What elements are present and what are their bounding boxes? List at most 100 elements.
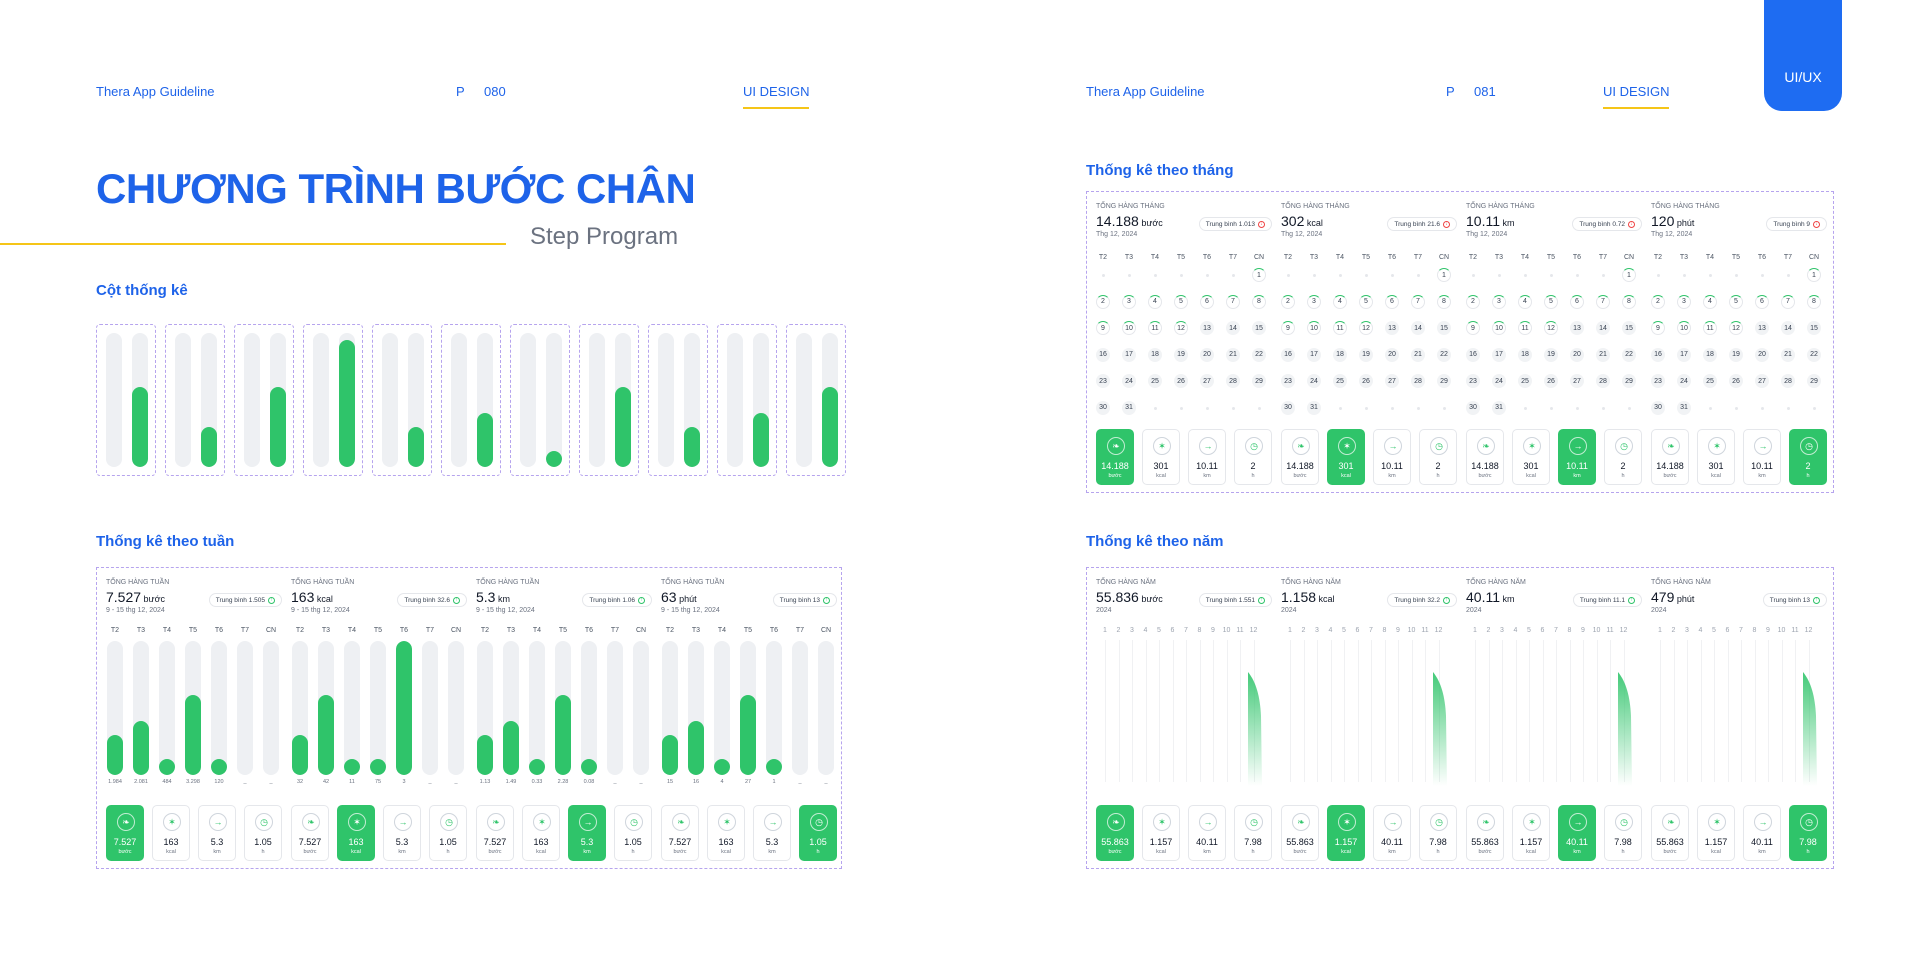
metric-card-kcal[interactable]: ✶ 301 kcal (1142, 429, 1180, 485)
calendar-day[interactable]: 15 (1437, 321, 1451, 335)
metric-card-km[interactable]: → 5.3 km (198, 805, 236, 861)
calendar-day[interactable]: 8 (1622, 294, 1636, 309)
calendar-day[interactable]: 1 (1622, 268, 1636, 282)
calendar-day[interactable]: 26 (1729, 374, 1743, 388)
metric-card-h[interactable]: ◷ 2 h (1234, 429, 1272, 485)
calendar-day[interactable]: 13 (1755, 321, 1769, 335)
average-pill[interactable]: Trung bình 9 ↓ (1766, 217, 1827, 231)
calendar-day[interactable]: 26 (1359, 374, 1373, 388)
calendar-day[interactable]: 28 (1781, 374, 1795, 388)
column-card[interactable] (165, 324, 225, 476)
calendar-day[interactable]: 31 (1677, 400, 1691, 415)
calendar-day[interactable]: 2 (1096, 294, 1110, 309)
average-pill[interactable]: Trung bình 13 ↑ (1762, 593, 1827, 607)
calendar-day[interactable]: 24 (1122, 374, 1136, 388)
calendar-day[interactable]: 29 (1622, 374, 1636, 388)
metric-card-km[interactable]: → 40.11 km (1743, 805, 1781, 861)
calendar-day[interactable]: 7 (1226, 294, 1240, 309)
metric-card-h[interactable]: ◷ 1.05 h (244, 805, 282, 861)
calendar-day[interactable]: 11 (1148, 321, 1162, 335)
calendar-day[interactable]: 15 (1807, 321, 1821, 335)
calendar-day[interactable]: 31 (1492, 400, 1506, 415)
calendar-day[interactable]: 21 (1411, 347, 1425, 362)
calendar-day[interactable]: 11 (1518, 321, 1532, 335)
calendar-day[interactable]: 31 (1122, 400, 1136, 415)
calendar-day[interactable]: 13 (1200, 321, 1214, 335)
calendar-day[interactable]: 29 (1252, 374, 1266, 388)
metric-card-km[interactable]: → 10.11 km (1558, 429, 1596, 485)
average-pill[interactable]: Trung bình 11.1 ↑ (1572, 593, 1642, 607)
metric-card-km[interactable]: → 40.11 km (1188, 805, 1226, 861)
calendar-day[interactable]: 12 (1544, 321, 1558, 335)
metric-card-km[interactable]: → 10.11 km (1743, 429, 1781, 485)
calendar-day[interactable]: 23 (1466, 374, 1480, 388)
calendar-day[interactable]: 4 (1518, 294, 1532, 309)
column-card[interactable] (510, 324, 570, 476)
metric-card-h[interactable]: ◷ 1.05 h (614, 805, 652, 861)
metric-card-kcal[interactable]: ✶ 1.157 kcal (1697, 805, 1735, 861)
calendar-day[interactable]: 22 (1437, 347, 1451, 362)
calendar-day[interactable]: 17 (1122, 347, 1136, 362)
calendar-day[interactable]: 23 (1096, 374, 1110, 388)
metric-card-km[interactable]: → 40.11 km (1558, 805, 1596, 861)
calendar-day[interactable]: 7 (1596, 294, 1610, 309)
calendar-day[interactable]: 14 (1411, 321, 1425, 335)
metric-card-kcal[interactable]: ✶ 163 kcal (337, 805, 375, 861)
metric-card-kcal[interactable]: ✶ 301 kcal (1512, 429, 1550, 485)
calendar-day[interactable]: 18 (1333, 347, 1347, 362)
calendar-day[interactable]: 16 (1281, 347, 1295, 362)
calendar-day[interactable]: 17 (1677, 347, 1691, 362)
calendar-day[interactable]: 6 (1570, 294, 1584, 309)
calendar-day[interactable]: 1 (1807, 268, 1821, 282)
calendar-day[interactable]: 2 (1651, 294, 1665, 309)
column-card[interactable] (234, 324, 294, 476)
metric-card-h[interactable]: ◷ 2 h (1604, 429, 1642, 485)
calendar-day[interactable]: 24 (1307, 374, 1321, 388)
calendar-day[interactable]: 4 (1703, 294, 1717, 309)
metric-card-bước[interactable]: ❧ 7.527 bước (291, 805, 329, 861)
calendar-day[interactable]: 12 (1729, 321, 1743, 335)
calendar-day[interactable]: 3 (1122, 294, 1136, 309)
calendar-day[interactable]: 27 (1200, 374, 1214, 388)
calendar-day[interactable]: 31 (1307, 400, 1321, 415)
calendar-day[interactable]: 27 (1385, 374, 1399, 388)
calendar-day[interactable]: 30 (1096, 400, 1110, 415)
calendar-day[interactable]: 8 (1437, 294, 1451, 309)
calendar-day[interactable]: 11 (1703, 321, 1717, 335)
average-pill[interactable]: Trung bình 1.013 ↓ (1198, 217, 1272, 231)
metric-card-bước[interactable]: ❧ 14.188 bước (1096, 429, 1134, 485)
calendar-day[interactable]: 8 (1807, 294, 1821, 309)
calendar-day[interactable]: 6 (1755, 294, 1769, 309)
calendar-day[interactable]: 25 (1518, 374, 1532, 388)
calendar-day[interactable]: 29 (1807, 374, 1821, 388)
metric-card-bước[interactable]: ❧ 14.188 bước (1466, 429, 1504, 485)
metric-card-km[interactable]: → 10.11 km (1188, 429, 1226, 485)
column-card[interactable] (786, 324, 846, 476)
metric-card-kcal[interactable]: ✶ 1.157 kcal (1142, 805, 1180, 861)
calendar-day[interactable]: 17 (1492, 347, 1506, 362)
metric-card-h[interactable]: ◷ 1.05 h (429, 805, 467, 861)
calendar-day[interactable]: 7 (1411, 294, 1425, 309)
metric-card-bước[interactable]: ❧ 55.863 bước (1651, 805, 1689, 861)
calendar-day[interactable]: 17 (1307, 347, 1321, 362)
column-card[interactable] (648, 324, 708, 476)
metric-card-h[interactable]: ◷ 7.98 h (1419, 805, 1457, 861)
calendar-day[interactable]: 9 (1466, 321, 1480, 335)
calendar-day[interactable]: 9 (1651, 321, 1665, 335)
metric-card-kcal[interactable]: ✶ 163 kcal (522, 805, 560, 861)
metric-card-h[interactable]: ◷ 7.98 h (1789, 805, 1827, 861)
metric-card-km[interactable]: → 10.11 km (1373, 429, 1411, 485)
metric-card-h[interactable]: ◷ 2 h (1419, 429, 1457, 485)
uiux-tab[interactable]: UI/UX (1764, 0, 1842, 111)
calendar-day[interactable]: 3 (1492, 294, 1506, 309)
calendar-day[interactable]: 15 (1252, 321, 1266, 335)
calendar-day[interactable]: 19 (1174, 347, 1188, 362)
average-pill[interactable]: Trung bình 13 ↑ (772, 593, 837, 607)
calendar-day[interactable]: 19 (1359, 347, 1373, 362)
calendar-day[interactable]: 9 (1281, 321, 1295, 335)
calendar-day[interactable]: 10 (1492, 321, 1506, 335)
calendar-day[interactable]: 24 (1492, 374, 1506, 388)
column-card[interactable] (303, 324, 363, 476)
calendar-day[interactable]: 24 (1677, 374, 1691, 388)
calendar-day[interactable]: 20 (1755, 347, 1769, 362)
